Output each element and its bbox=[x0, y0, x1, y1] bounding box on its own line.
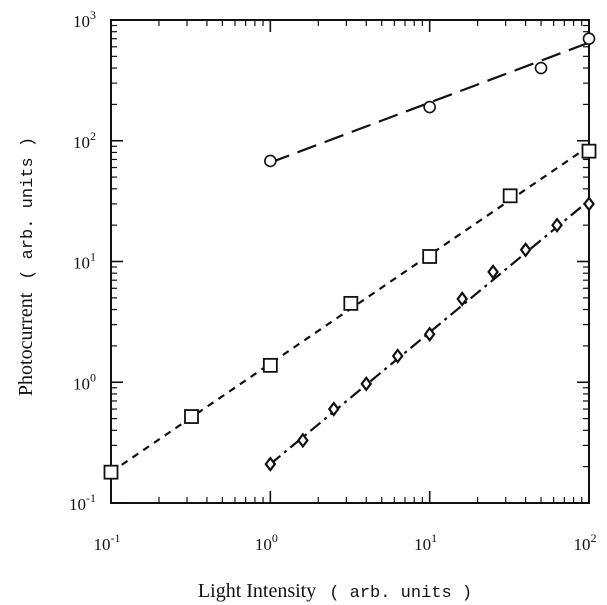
x-tick-label: 101 bbox=[414, 531, 437, 554]
y-tick-label: 102 bbox=[73, 129, 96, 152]
y-tick-label: 100 bbox=[73, 370, 96, 393]
major-ticks bbox=[110, 19, 590, 504]
diamond-marker bbox=[391, 348, 404, 364]
y-tick-labels: 10-1 100 101 102 103 bbox=[69, 8, 96, 514]
x-tick-labels: 10-1 100 101 102 bbox=[94, 531, 597, 554]
diamond-marker bbox=[519, 241, 532, 258]
diamond-marker bbox=[327, 401, 340, 417]
circle-marker bbox=[582, 32, 596, 46]
plot-frame bbox=[110, 19, 590, 504]
square-marker bbox=[502, 188, 518, 204]
square-marker bbox=[262, 357, 278, 373]
x-tick-label: 100 bbox=[255, 531, 278, 554]
circle-marker bbox=[534, 61, 548, 75]
y-tick-label: 101 bbox=[73, 250, 96, 273]
diamond-marker bbox=[456, 291, 469, 307]
y-tick-label: 103 bbox=[73, 8, 96, 31]
x-axis-title-units: ( arb. units ) bbox=[329, 584, 472, 603]
square-marker bbox=[103, 464, 119, 480]
diamond-marker bbox=[423, 326, 436, 343]
data-markers bbox=[103, 32, 597, 480]
square-marker bbox=[581, 143, 597, 159]
diamond-marker bbox=[551, 217, 563, 233]
fit-lines bbox=[110, 41, 590, 474]
x-tick-label: 10-1 bbox=[94, 531, 121, 554]
y-axis-title-main: Photocurrent bbox=[15, 292, 37, 396]
y-axis-title: Photocurrent ( arb. units ) bbox=[15, 137, 38, 396]
x-axis-title-main: Light Intensity bbox=[198, 580, 316, 602]
square-marker bbox=[184, 409, 199, 424]
diamond-marker bbox=[583, 196, 595, 212]
circle-marker bbox=[423, 100, 436, 114]
diamond-marker bbox=[360, 376, 373, 392]
diamond-marker bbox=[487, 264, 499, 280]
plot-area bbox=[103, 19, 597, 504]
diamond-marker bbox=[296, 432, 309, 449]
y-tick-label: 10-1 bbox=[69, 491, 96, 514]
x-axis-title: Light Intensity ( arb. units ) bbox=[198, 580, 472, 603]
square-marker bbox=[343, 295, 359, 311]
square-marker bbox=[422, 249, 438, 264]
x-tick-label: 102 bbox=[574, 531, 597, 554]
circle-marker bbox=[264, 154, 277, 168]
diamond-series-fit-line bbox=[269, 199, 590, 465]
diamond-marker bbox=[264, 456, 277, 472]
y-axis-title-units: ( arb. units ) bbox=[19, 137, 38, 280]
minor-ticks bbox=[111, 20, 589, 503]
